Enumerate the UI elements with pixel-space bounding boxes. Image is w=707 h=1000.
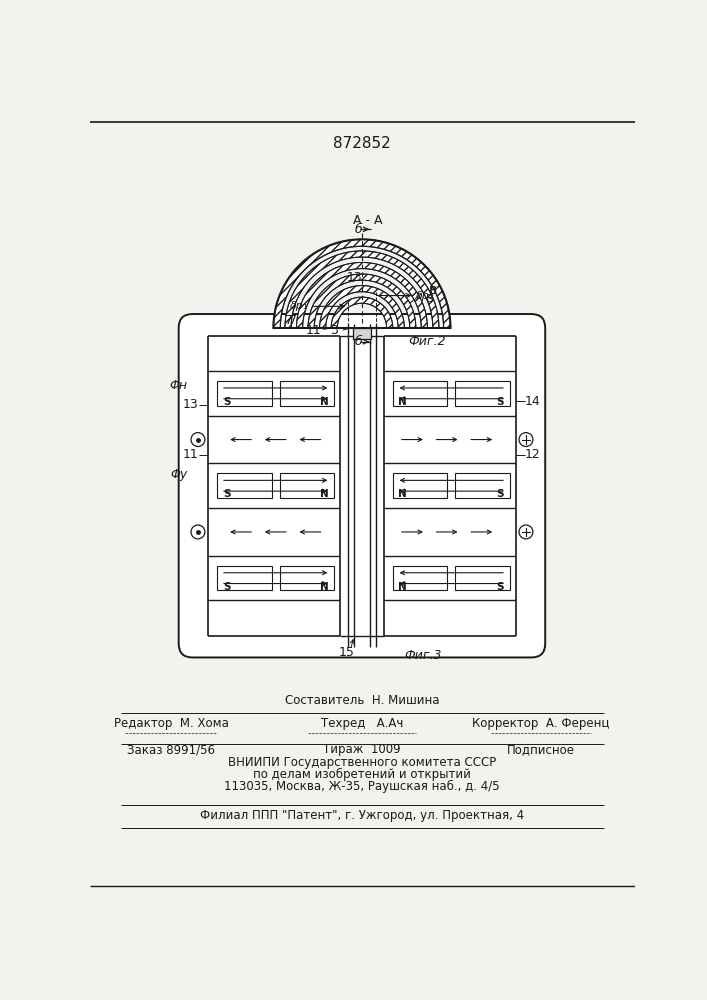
Text: N: N (398, 489, 407, 499)
Text: S: S (496, 397, 503, 407)
Text: 12: 12 (525, 448, 541, 461)
Text: 11: 11 (305, 324, 321, 337)
Text: 872852: 872852 (333, 136, 391, 151)
Polygon shape (331, 297, 393, 328)
Text: 3: 3 (330, 324, 338, 337)
Text: В: В (426, 294, 433, 304)
Text: 7: 7 (288, 314, 297, 327)
Text: N: N (320, 582, 329, 592)
Text: N: N (398, 397, 407, 407)
Text: Редактор  М. Хома: Редактор М. Хома (114, 717, 228, 730)
Text: Составитель  Н. Мишина: Составитель Н. Мишина (285, 694, 439, 707)
Text: Филиал ППП "Патент", г. Ужгород, ул. Проектная, 4: Филиал ППП "Патент", г. Ужгород, ул. Про… (200, 809, 524, 822)
Text: S: S (223, 582, 230, 592)
Text: б: б (354, 223, 362, 236)
Bar (393, 566, 448, 590)
Polygon shape (296, 262, 428, 328)
Text: 14: 14 (525, 395, 541, 408)
FancyBboxPatch shape (179, 314, 545, 657)
Text: N: N (320, 489, 329, 499)
Bar (393, 381, 448, 406)
Text: S: S (223, 397, 230, 407)
Text: 11: 11 (183, 448, 199, 461)
Text: δр₁: δр₁ (290, 301, 308, 311)
Text: Фиг.2: Фиг.2 (408, 335, 445, 348)
Text: Заказ 8991/56: Заказ 8991/56 (127, 743, 215, 756)
Text: 7: 7 (285, 314, 293, 327)
Text: по делам изобретений и открытий: по делам изобретений и открытий (253, 768, 471, 781)
Text: N: N (398, 582, 407, 592)
Polygon shape (274, 239, 450, 328)
Bar (217, 566, 272, 590)
Bar (217, 473, 272, 498)
Text: ВНИИПИ Государственного комитета СССР: ВНИИПИ Государственного комитета СССР (228, 756, 496, 769)
Polygon shape (285, 251, 439, 328)
Text: Фиг.3: Фиг.3 (404, 649, 442, 662)
Text: S: S (496, 582, 503, 592)
Polygon shape (320, 286, 404, 328)
Bar (393, 473, 448, 498)
Text: Φу: Φу (170, 468, 187, 481)
Text: Корректор  А. Ференц: Корректор А. Ференц (472, 717, 609, 730)
Bar (217, 381, 272, 406)
Text: б: б (354, 335, 362, 348)
Polygon shape (308, 274, 416, 328)
Text: 15: 15 (339, 646, 354, 659)
Bar (455, 473, 510, 498)
Text: δр₂: δр₂ (416, 291, 434, 301)
Bar (279, 473, 334, 498)
Text: Тираж  1009: Тираж 1009 (323, 743, 401, 756)
Bar (455, 381, 510, 406)
Text: 13: 13 (346, 271, 362, 284)
Bar (455, 566, 510, 590)
Text: Φн: Φн (170, 379, 187, 392)
Bar (279, 381, 334, 406)
Text: Техред   А.Ач: Техред А.Ач (321, 717, 403, 730)
Bar (279, 566, 334, 590)
Text: S: S (496, 489, 503, 499)
Text: В: В (429, 286, 437, 296)
Text: 113035, Москва, Ж-35, Раушская наб., д. 4/5: 113035, Москва, Ж-35, Раушская наб., д. … (224, 780, 500, 793)
Text: N: N (320, 397, 329, 407)
Text: S: S (223, 489, 230, 499)
Bar (353, 328, 371, 339)
Text: 13: 13 (183, 398, 199, 411)
Text: 8: 8 (429, 286, 436, 296)
Text: А - А: А - А (354, 214, 383, 227)
Text: Подписное: Подписное (507, 743, 575, 756)
